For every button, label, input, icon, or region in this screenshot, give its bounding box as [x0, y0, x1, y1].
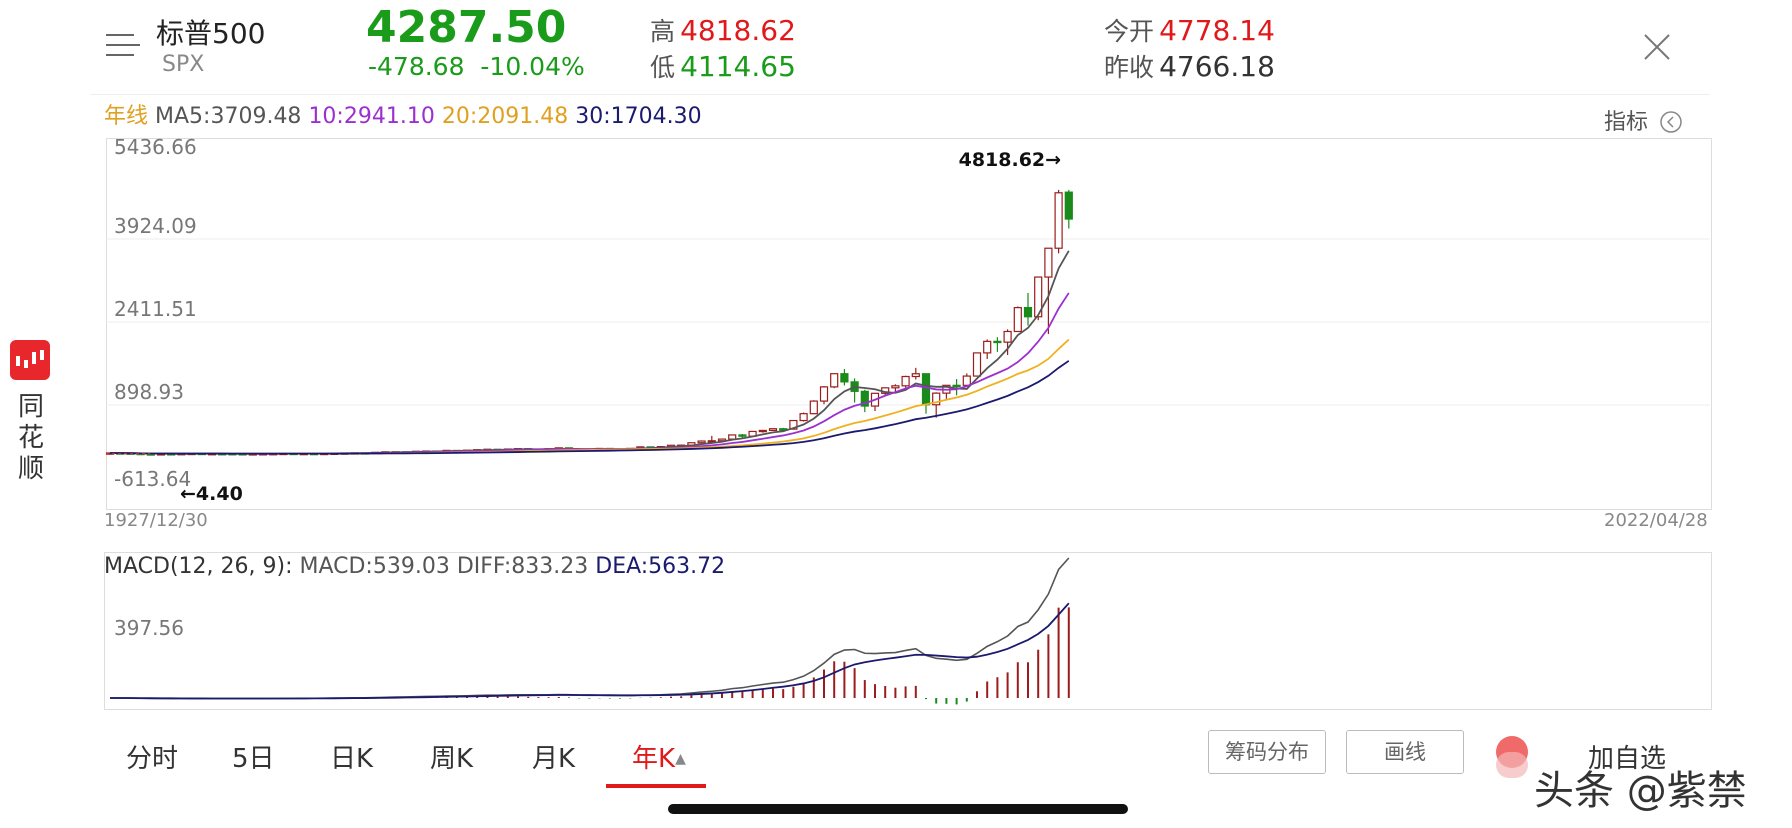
candle-body: [809, 400, 818, 415]
start-date: 1927/12/30: [104, 510, 208, 531]
ma30-line: [109, 360, 1070, 455]
change-percent: -10.04%: [480, 52, 585, 81]
open-stat: 今开 4778.14: [1104, 12, 1275, 48]
tab-intraday[interactable]: 分时: [126, 744, 179, 774]
header-divider: [90, 94, 1710, 95]
indicator-label: 指标: [1604, 110, 1649, 135]
open-value: 4778.14: [1159, 14, 1275, 47]
chip-distribution-button[interactable]: 筹码分布: [1208, 730, 1326, 774]
last-price: 4287.50: [366, 2, 567, 53]
macd-chart[interactable]: [0, 0, 1792, 720]
y-tick-label: 3924.09: [114, 214, 197, 238]
tab-5day[interactable]: 5日: [232, 744, 275, 774]
candle-body: [758, 429, 767, 433]
candle-body: [819, 386, 829, 402]
dea-line: [109, 602, 1070, 700]
prev-close-stat: 昨收 4766.18: [1104, 48, 1275, 84]
macd-value: MACD:539.03: [299, 554, 450, 579]
candle-body: [1034, 276, 1043, 318]
high-value: 4818.62: [680, 14, 796, 47]
candle-body: [993, 340, 1002, 344]
ma-legend: 年线 MA5:3709.48 10:2941.10 20:2091.48 30:…: [104, 98, 702, 130]
open-label: 今开: [1104, 17, 1155, 46]
draw-line-button[interactable]: 画线: [1346, 730, 1464, 774]
app-name: 同花顺: [17, 392, 44, 484]
menu-icon[interactable]: [106, 30, 142, 60]
candle-body: [738, 434, 747, 437]
app-logo-icon[interactable]: [10, 340, 50, 380]
prev-close-value: 4766.18: [1159, 50, 1275, 83]
candle-body: [891, 385, 900, 389]
add-watchlist-icon-shadow: [1496, 752, 1528, 778]
ma30-value: 30:1704.30: [575, 104, 702, 129]
end-date: 2022/04/28: [1604, 510, 1708, 531]
candle-body: [972, 352, 982, 377]
tab-daily-k[interactable]: 日K: [330, 744, 374, 774]
min-price-label: ←4.40: [180, 483, 243, 505]
y-tick-label: 898.93: [114, 380, 184, 404]
candle-body: [840, 373, 849, 383]
caret-up-icon: ▲: [675, 751, 686, 767]
low-value: 4114.65: [680, 50, 796, 83]
price-change: -478.68 -10.04%: [368, 52, 585, 81]
y-tick-label: 5436.66: [114, 135, 197, 159]
watermark: 头条 @紫禁: [1534, 768, 1747, 814]
candle-body: [1064, 191, 1073, 220]
high-label: 高: [650, 17, 676, 46]
candle-body: [932, 392, 941, 406]
chevron-left-icon: [1660, 111, 1682, 133]
y-tick-label: -613.64: [114, 467, 191, 491]
candle-body: [952, 384, 961, 388]
indicator-button[interactable]: 指标: [1604, 104, 1683, 136]
candle-body: [830, 373, 839, 388]
macd-y-tick: 397.56: [114, 616, 184, 640]
candle-body: [1044, 247, 1053, 278]
close-icon[interactable]: [1640, 30, 1674, 64]
candle-body: [789, 419, 798, 430]
candle-body: [717, 438, 727, 442]
tab-monthly-k[interactable]: 月K: [532, 744, 576, 774]
candle-body: [911, 373, 920, 378]
candle-body: [1013, 307, 1022, 333]
ma20-value: 20:2091.48: [441, 104, 569, 129]
low-stat: 低 4114.65: [650, 48, 796, 84]
dea-value: DEA:563.72: [595, 554, 726, 579]
diff-value: DIFF:833.23: [456, 554, 589, 579]
index-name: 标普500: [156, 17, 266, 50]
index-code: SPX: [162, 52, 205, 77]
price-chart-frame: [106, 138, 1712, 510]
change-value: -478.68: [368, 52, 465, 81]
tab-yearly-k-label: 年K: [632, 744, 676, 774]
ma10-value: 10:2941.10: [308, 104, 435, 129]
candle-body: [1054, 192, 1063, 249]
macd-params: MACD(12, 26, 9):: [104, 554, 293, 579]
candle-body: [983, 340, 992, 354]
max-price-label: 4818.62→: [959, 149, 1061, 171]
period-label: 年线: [104, 104, 149, 129]
candle-body: [860, 390, 869, 407]
price-chart[interactable]: 5436.66 3924.09 2411.51 898.93 -613.64 4818.6…: [0, 0, 1792, 520]
high-stat: 高 4818.62: [650, 12, 796, 48]
candle-body: [1003, 330, 1012, 343]
tab-yearly-k[interactable]: 年K▲: [632, 738, 686, 775]
tab-weekly-k[interactable]: 周K: [430, 744, 474, 774]
ma5-value: MA5:3709.48: [155, 104, 302, 129]
candle-body: [901, 375, 910, 387]
candle-body: [1023, 307, 1033, 318]
candle-body: [768, 428, 778, 432]
candle-body: [799, 413, 808, 422]
candle-body: [707, 440, 716, 443]
y-tick-label: 2411.51: [114, 297, 197, 321]
low-label: 低: [650, 53, 676, 82]
active-tab-indicator: [606, 784, 706, 788]
diff-line: [109, 557, 1070, 700]
prev-close-label: 昨收: [1104, 53, 1155, 82]
macd-legend: MACD(12, 26, 9): MACD:539.03 DIFF:833.23…: [104, 554, 725, 579]
add-watchlist-button[interactable]: 加自选: [1588, 744, 1667, 774]
candle-body: [697, 440, 706, 444]
home-indicator[interactable]: [668, 804, 1128, 814]
macd-chart-frame: [104, 552, 1712, 710]
